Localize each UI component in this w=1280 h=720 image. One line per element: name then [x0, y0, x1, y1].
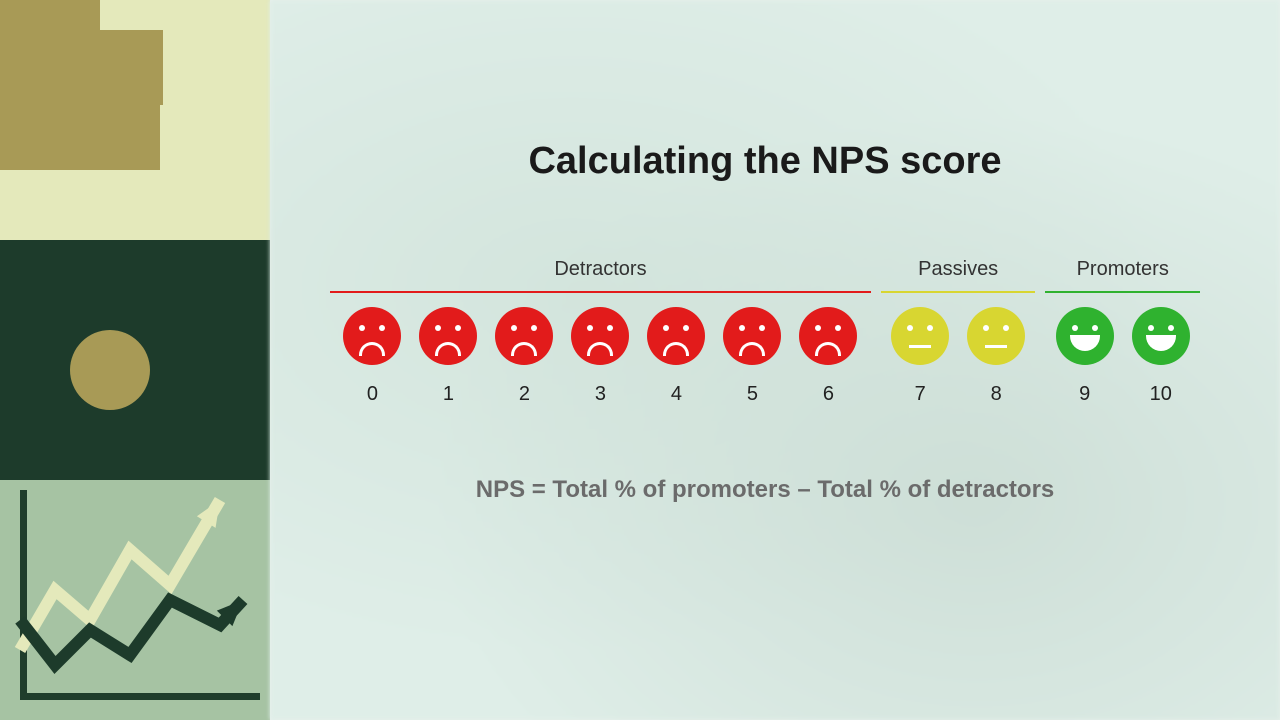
sidebar-panel-steps — [0, 0, 270, 240]
score-number: 1 — [443, 383, 454, 406]
sidebar — [0, 0, 270, 720]
frown-face-icon — [723, 307, 781, 365]
score-number: 5 — [747, 383, 758, 406]
score-number: 2 — [519, 383, 530, 406]
score-3: 3 — [569, 307, 631, 406]
faces-row: 0 1 2 3 4 5 6 — [341, 307, 859, 406]
flat-face-icon — [967, 307, 1025, 365]
score-number: 10 — [1150, 383, 1172, 406]
group-label: Promoters — [1077, 258, 1169, 281]
group-label: Passives — [918, 258, 998, 281]
score-5: 5 — [721, 307, 783, 406]
score-7: 7 — [889, 307, 951, 406]
nps-scale: Detractors0123456Passives78Promoters910 — [330, 258, 1200, 406]
score-1: 1 — [417, 307, 479, 406]
decorative-circle — [70, 330, 150, 410]
smile-face-icon — [1132, 307, 1190, 365]
sidebar-panel-chart — [0, 480, 270, 720]
group-rule — [881, 291, 1036, 293]
group-label: Detractors — [554, 258, 646, 281]
score-6: 6 — [797, 307, 859, 406]
score-8: 8 — [965, 307, 1027, 406]
nps-formula: NPS = Total % of promoters – Total % of … — [476, 476, 1055, 504]
frown-face-icon — [343, 307, 401, 365]
score-number: 0 — [367, 383, 378, 406]
trend-lines-icon — [0, 480, 270, 720]
score-9: 9 — [1054, 307, 1116, 406]
step-shape — [85, 30, 163, 105]
score-10: 10 — [1130, 307, 1192, 406]
frown-face-icon — [571, 307, 629, 365]
group-detractors: Detractors 0 1 2 3 4 5 6 — [330, 258, 871, 406]
score-number: 8 — [991, 383, 1002, 406]
faces-row: 78 — [889, 307, 1027, 406]
frown-face-icon — [647, 307, 705, 365]
score-number: 7 — [915, 383, 926, 406]
group-promoters: Promoters 9 10 — [1045, 258, 1200, 406]
score-number: 4 — [671, 383, 682, 406]
page-title: Calculating the NPS score — [528, 140, 1001, 183]
main-content: Calculating the NPS score Detractors 0 1 2 3… — [270, 0, 1280, 720]
group-passives: Passives78 — [881, 258, 1036, 406]
score-number: 6 — [823, 383, 834, 406]
group-rule — [1045, 291, 1200, 293]
score-0: 0 — [341, 307, 403, 406]
group-rule — [330, 291, 871, 293]
step-shape — [0, 100, 160, 170]
score-number: 9 — [1079, 383, 1090, 406]
flat-face-icon — [891, 307, 949, 365]
score-number: 3 — [595, 383, 606, 406]
score-2: 2 — [493, 307, 555, 406]
sidebar-panel-circle — [0, 240, 270, 480]
faces-row: 9 10 — [1054, 307, 1192, 406]
score-4: 4 — [645, 307, 707, 406]
frown-face-icon — [419, 307, 477, 365]
frown-face-icon — [799, 307, 857, 365]
smile-face-icon — [1056, 307, 1114, 365]
frown-face-icon — [495, 307, 553, 365]
